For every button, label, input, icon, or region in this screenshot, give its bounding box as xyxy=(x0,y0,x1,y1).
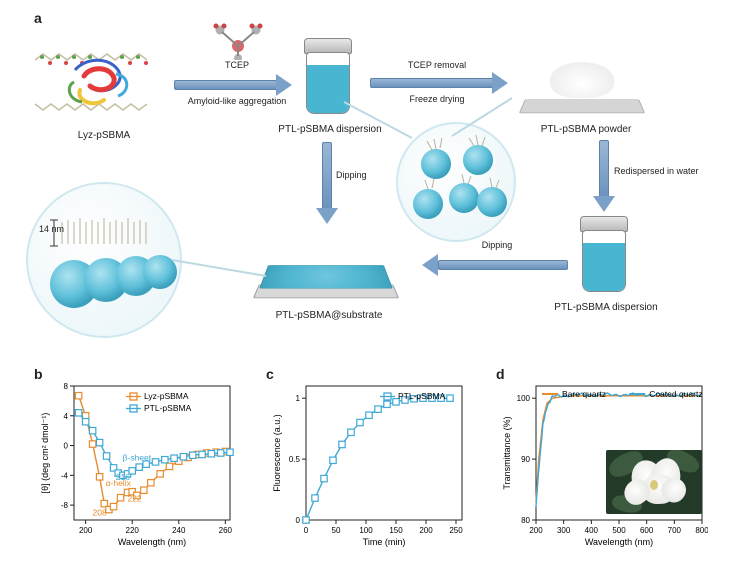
svg-text:500: 500 xyxy=(612,526,626,535)
svg-text:200: 200 xyxy=(529,526,543,535)
svg-text:220: 220 xyxy=(126,526,140,535)
vial-redispersed xyxy=(576,216,632,296)
arrow2-bottom-label: Freeze drying xyxy=(382,94,492,105)
svg-text:Transmittance (%): Transmittance (%) xyxy=(502,416,512,489)
arrow2-top-label: TCEP removal xyxy=(382,60,492,71)
svg-text:100: 100 xyxy=(359,526,373,535)
svg-text:300: 300 xyxy=(557,526,571,535)
callout-layer xyxy=(26,182,182,338)
svg-text:1: 1 xyxy=(296,394,301,403)
svg-text:90: 90 xyxy=(521,455,530,464)
svg-text:Bare quartz: Bare quartz xyxy=(562,389,606,399)
ptl-powder xyxy=(522,58,642,118)
tcep-molecule xyxy=(210,22,266,60)
ptl-disp-label-1: PTL-pSBMA dispersion xyxy=(262,124,398,135)
panel-b-chart: 200 220 240 260 -8 -4 0 4 8 Wavelength (nm) [θ] (d… xyxy=(36,378,236,548)
svg-text:0: 0 xyxy=(64,442,69,451)
ptl-substrate xyxy=(256,234,396,304)
svg-text:0.5: 0.5 xyxy=(289,455,301,464)
svg-text:200: 200 xyxy=(79,526,93,535)
arrow1-bottom-label: Amyloid-like aggregation xyxy=(172,96,302,107)
svg-text:100: 100 xyxy=(517,394,531,403)
panel-d-chart: 200 300 400 500 600 700 800 80 90 100 Wavelength (… xyxy=(498,378,708,548)
thickness-label: 14 nm xyxy=(28,224,64,234)
vial-dispersion-1 xyxy=(300,38,356,118)
lyz-psbma-protein xyxy=(30,30,170,130)
arrow3-label: Redispersed in water xyxy=(614,166,714,177)
svg-text:150: 150 xyxy=(389,526,403,535)
svg-text:-4: -4 xyxy=(61,471,69,480)
ptl-substrate-label: PTL-pSBMA@substrate xyxy=(264,310,394,321)
arrow-redispersed-to-substrate xyxy=(422,256,568,274)
svg-text:Coated quartz: Coated quartz xyxy=(649,389,702,399)
arrow5-label: Dipping xyxy=(462,240,532,251)
arrow-dispersion-to-substrate xyxy=(318,142,336,224)
svg-text:β-sheet: β-sheet xyxy=(123,452,152,462)
svg-text:208: 208 xyxy=(93,508,107,518)
svg-text:200: 200 xyxy=(419,526,433,535)
panel-d-photo-inset xyxy=(606,450,702,514)
svg-text:700: 700 xyxy=(668,526,682,535)
svg-text:Wavelength (nm): Wavelength (nm) xyxy=(585,537,653,547)
svg-text:600: 600 xyxy=(640,526,654,535)
svg-text:-8: -8 xyxy=(61,501,69,510)
ptl-disp-label-2: PTL-pSBMA dispersion xyxy=(538,302,674,313)
svg-text:0: 0 xyxy=(304,526,309,535)
svg-text:PTL-pSBMA: PTL-pSBMA xyxy=(144,403,192,413)
svg-text:80: 80 xyxy=(521,516,530,525)
svg-text:Time (min): Time (min) xyxy=(363,537,406,547)
arrow4-label: Dipping xyxy=(336,170,386,181)
svg-text:Fluorescence (a.u.): Fluorescence (a.u.) xyxy=(272,414,282,492)
svg-text:PTL-pSBMA: PTL-pSBMA xyxy=(398,391,446,401)
svg-text:400: 400 xyxy=(585,526,599,535)
arrow-lyz-to-dispersion xyxy=(174,76,292,94)
panel-c-chart: 0 50 100 150 200 250 0 0.5 1 Time (min) Fluorescen… xyxy=(268,378,468,548)
svg-text:222: 222 xyxy=(127,493,141,503)
svg-text:800: 800 xyxy=(695,526,708,535)
panel-a-schematic: Lyz-pSBMA TCEP Amyloid-like aggregation … xyxy=(32,10,702,350)
svg-text:0: 0 xyxy=(296,516,301,525)
svg-text:50: 50 xyxy=(332,526,341,535)
arrow-dispersion-to-powder xyxy=(370,74,508,92)
svg-text:4: 4 xyxy=(64,412,69,421)
arrow1-top-label: TCEP xyxy=(212,60,262,71)
arrow-powder-to-redispersed xyxy=(595,140,613,212)
svg-text:[θ] (deg cm² dmol⁻¹): [θ] (deg cm² dmol⁻¹) xyxy=(40,413,50,494)
lyz-label: Lyz-pSBMA xyxy=(54,130,154,141)
svg-text:Lyz-pSBMA: Lyz-pSBMA xyxy=(144,391,189,401)
ptl-powder-label: PTL-pSBMA powder xyxy=(526,124,646,135)
svg-text:8: 8 xyxy=(64,382,69,391)
svg-text:Wavelength (nm): Wavelength (nm) xyxy=(118,537,186,547)
svg-text:α-helix: α-helix xyxy=(106,478,132,488)
svg-text:240: 240 xyxy=(172,526,186,535)
svg-text:260: 260 xyxy=(219,526,233,535)
svg-text:250: 250 xyxy=(449,526,463,535)
callout-particles xyxy=(396,122,516,242)
